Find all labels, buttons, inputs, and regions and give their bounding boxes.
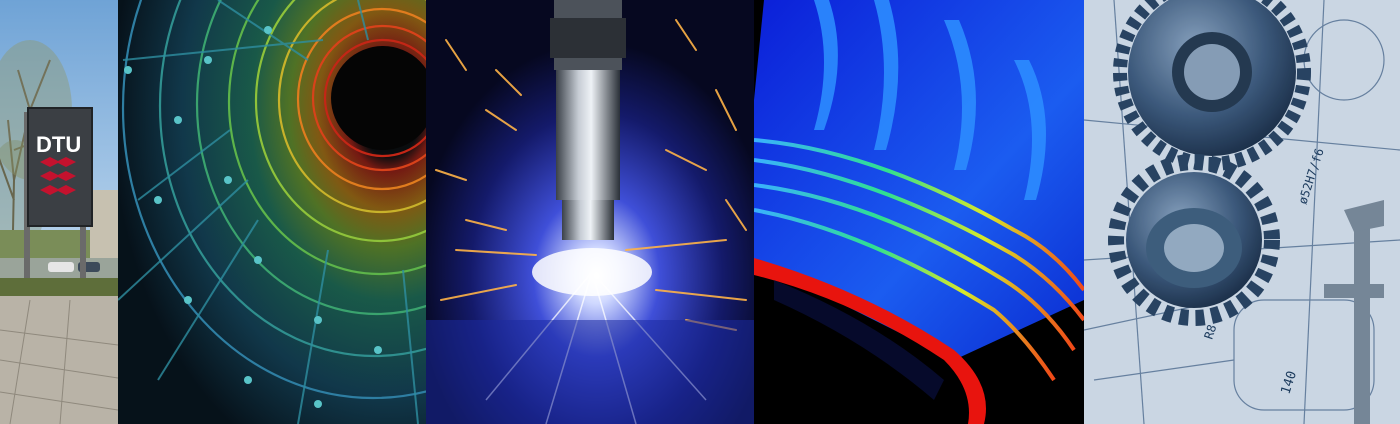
gears-drawing-image: ø52H7/f6 140 R8 xyxy=(1084,0,1400,424)
sign-text: DTU xyxy=(36,132,81,157)
caliper xyxy=(1324,200,1384,424)
tree xyxy=(0,59,51,281)
turbine-simulation-image xyxy=(754,0,1084,424)
gear-large xyxy=(1113,0,1311,171)
drawing-label-length: 140 xyxy=(1279,369,1301,396)
gear-small xyxy=(1108,154,1280,326)
blade-row xyxy=(754,138,1084,382)
welding-image xyxy=(426,0,754,424)
nanotube-lattice xyxy=(121,0,426,400)
campus-sign-photo: DTU xyxy=(0,0,118,424)
drawing-label-radius: R8 xyxy=(1202,323,1220,341)
dtu-logo xyxy=(40,157,76,195)
nanotube-image xyxy=(118,0,426,424)
